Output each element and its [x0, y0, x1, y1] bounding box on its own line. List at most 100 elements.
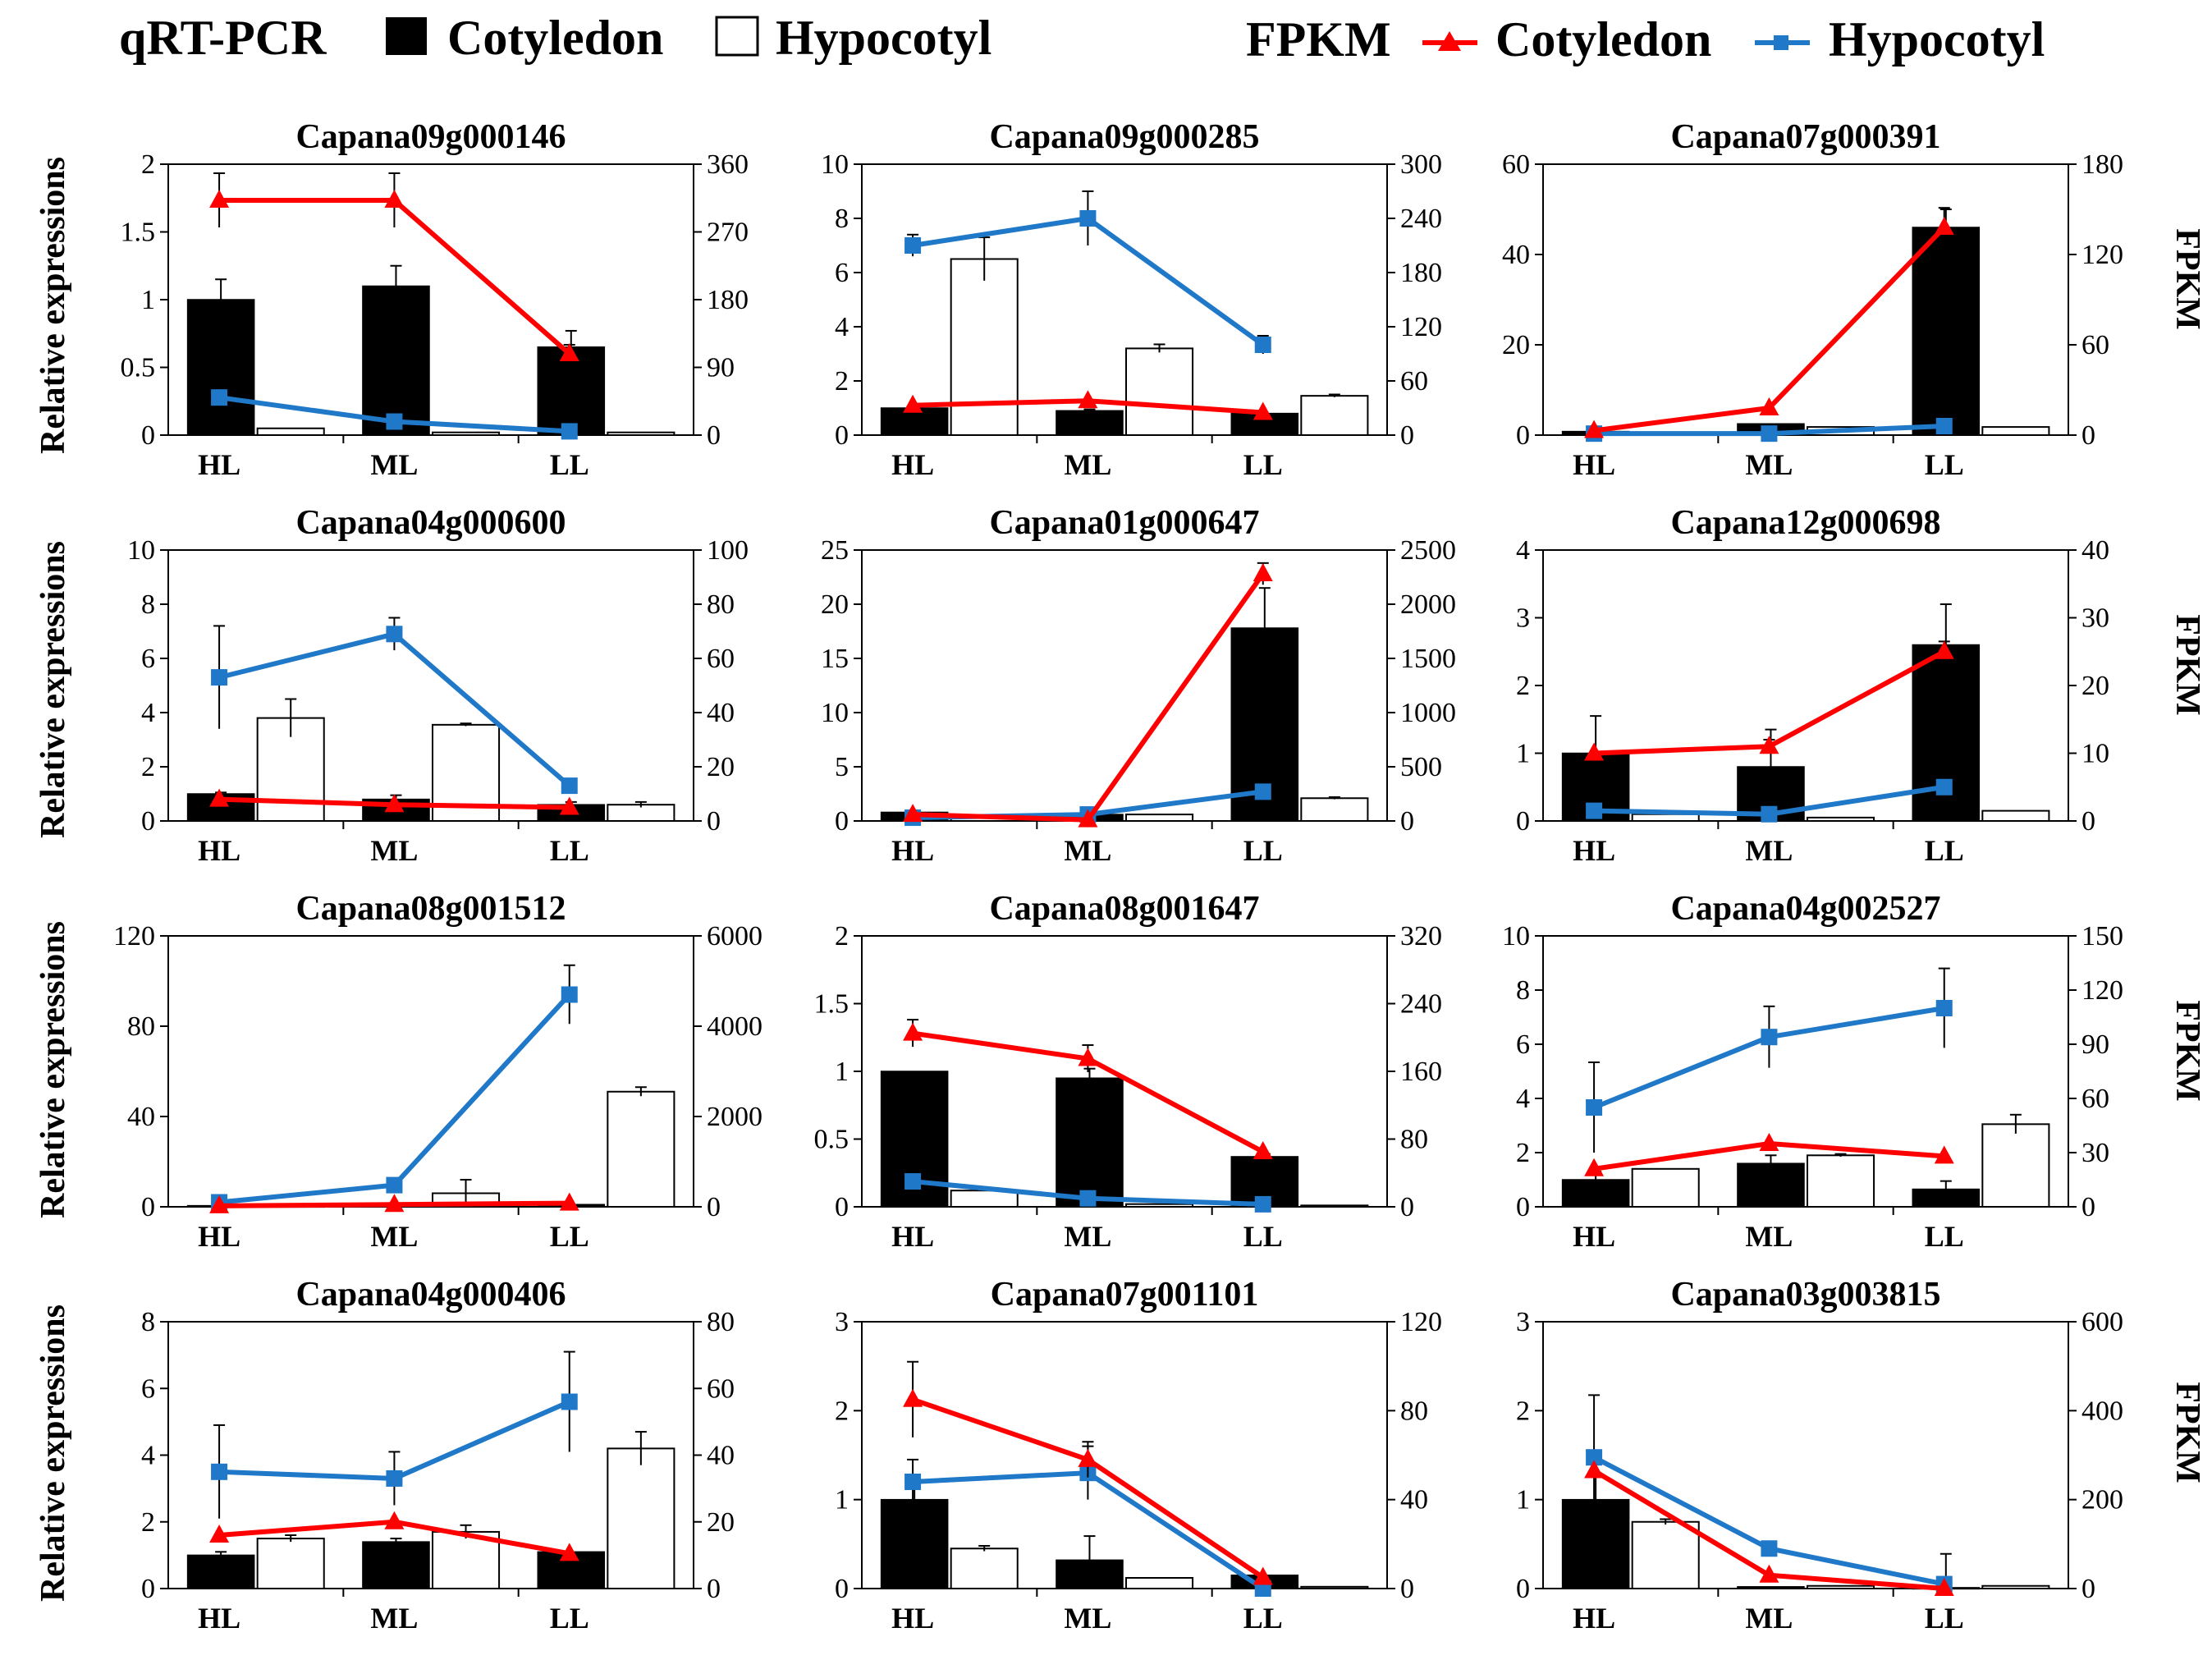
- point-fpkm-hypocotyl-ll: [561, 1393, 578, 1410]
- y-tick-label-right: 30: [2081, 1138, 2109, 1168]
- y-tick-label-left: 8: [141, 589, 155, 620]
- bar-qrt-hypocotyl-hl: [1631, 1167, 1700, 1208]
- point-fpkm-cotyledon-hl: [209, 1525, 230, 1543]
- y-tick-label-left: 2: [141, 752, 155, 782]
- x-tick-label-hl: HL: [198, 834, 240, 867]
- plot-frame: [1542, 1321, 2069, 1589]
- y-tick-label-right: 90: [2081, 1029, 2109, 1060]
- point-fpkm-cotyledon-hl: [209, 190, 230, 208]
- bar-qrt-hypocotyl-hl: [256, 427, 325, 436]
- bar-qrt-hypocotyl-ll: [607, 1090, 676, 1208]
- bar-qrt-hypocotyl-ll: [1981, 1123, 2050, 1208]
- x-tick-label-ml: ML: [1064, 1220, 1111, 1253]
- point-fpkm-cotyledon-hl: [1584, 1158, 1605, 1176]
- y-tick-label-right: 20: [707, 752, 735, 782]
- y-tick-label-right: 2000: [1400, 589, 1456, 620]
- point-fpkm-cotyledon-ml: [384, 1194, 405, 1213]
- x-tick-label-hl: HL: [1573, 448, 1615, 481]
- x-tick-label-hl: HL: [891, 448, 934, 481]
- y-tick-label-left: 6: [1516, 1029, 1530, 1060]
- y-tick-label-right: 400: [2081, 1396, 2123, 1426]
- y-tick-label-right: 80: [707, 589, 735, 620]
- y-tick-label-right: 10: [2081, 739, 2109, 769]
- chart-title: Capana08g001512: [295, 890, 566, 928]
- bar-qrt-hypocotyl-ml: [1125, 814, 1194, 823]
- bar-qrt-cotyledon-ml: [362, 1541, 430, 1589]
- x-tick-label-ml: ML: [1064, 1602, 1111, 1635]
- bar-qrt-hypocotyl-ll: [1300, 797, 1369, 823]
- y-tick-label-left: 15: [821, 644, 849, 674]
- y-tick-label-left: 0: [835, 806, 849, 837]
- y-tick-label-left: 1: [835, 1057, 849, 1087]
- legend-fpkm-hypocotyl-label: Hypocotyl: [1829, 12, 2045, 66]
- plot-frame: [167, 935, 694, 1208]
- x-tick-label-ml: ML: [370, 834, 418, 867]
- y-tick-label-right: 0: [1400, 1192, 1414, 1222]
- y-axis-label-left-row4: Relative expressions: [34, 1304, 72, 1602]
- plot-frame: [1542, 163, 2069, 436]
- point-fpkm-cotyledon-hl: [903, 1022, 923, 1041]
- y-tick-label-right: 1000: [1400, 698, 1456, 728]
- bar-qrt-hypocotyl-ml: [1807, 816, 1875, 822]
- y-tick-label-right: 150: [2081, 921, 2123, 951]
- y-tick-label-left: 1: [141, 285, 155, 315]
- y-tick-label-left: 6: [835, 258, 849, 288]
- legend: qRT-PCR Cotyledon Hypocotyl FPKM Cotyled…: [119, 11, 2045, 66]
- point-fpkm-cotyledon-ll: [1934, 1578, 1954, 1596]
- plot-frame: [861, 163, 1388, 436]
- point-fpkm-cotyledon-hl: [209, 1194, 230, 1213]
- y-tick-label-right: 60: [1400, 366, 1428, 397]
- point-fpkm-cotyledon-hl: [209, 788, 230, 807]
- point-fpkm-cotyledon-ml: [1078, 390, 1098, 409]
- y-tick-label-right: 2000: [707, 1102, 763, 1132]
- point-fpkm-hypocotyl-hl: [904, 1173, 922, 1190]
- point-fpkm-hypocotyl-hl: [211, 669, 228, 686]
- y-tick-label-left: 3: [835, 1307, 849, 1337]
- y-tick-label-left: 4: [1516, 1084, 1530, 1114]
- point-fpkm-cotyledon-ll: [559, 1192, 579, 1211]
- bar-qrt-hypocotyl-ll: [1300, 395, 1369, 436]
- bar-qrt-hypocotyl-hl: [1631, 813, 1700, 822]
- y-tick-label-right: 40: [2081, 535, 2109, 566]
- y-tick-label-left: 6: [141, 1373, 155, 1404]
- y-tick-label-right: 160: [1400, 1057, 1442, 1087]
- point-fpkm-cotyledon-hl: [903, 394, 923, 413]
- x-tick-label-ml: ML: [1064, 834, 1111, 867]
- y-tick-label-left: 1: [1516, 739, 1530, 769]
- point-fpkm-cotyledon-ml: [384, 794, 405, 813]
- chart-panel-capana07g000391: Capana07g000391 0 20 40 60 0 60 120 180 HL ML LL: [1502, 118, 2123, 481]
- point-fpkm-hypocotyl-ml: [386, 1470, 403, 1487]
- legend-qrt-cotyledon-swatch: [386, 17, 427, 55]
- x-tick-label-hl: HL: [1573, 834, 1615, 867]
- point-fpkm-hypocotyl-ml: [386, 626, 403, 643]
- point-fpkm-cotyledon-ll: [1934, 640, 1954, 659]
- y-tick-label-right: 0: [707, 1574, 721, 1604]
- point-fpkm-cotyledon-hl: [1584, 420, 1605, 438]
- x-tick-label-ll: LL: [1925, 834, 1964, 867]
- x-tick-label-ml: ML: [1064, 448, 1111, 481]
- point-fpkm-hypocotyl-ml: [1079, 210, 1097, 227]
- y-tick-label-left: 2: [835, 366, 849, 397]
- y-tick-label-left: 0: [1516, 420, 1530, 451]
- x-tick-label-ml: ML: [1745, 1602, 1793, 1635]
- y-tick-label-right: 120: [2081, 975, 2123, 1006]
- bar-qrt-hypocotyl-ll: [607, 431, 676, 437]
- y-axis-label-right-row1: FPKM: [2168, 228, 2206, 330]
- point-fpkm-hypocotyl-ll: [561, 777, 578, 795]
- point-fpkm-cotyledon-ll: [1253, 1566, 1273, 1585]
- x-tick-label-hl: HL: [1573, 1220, 1615, 1253]
- y-tick-label-left: 8: [835, 204, 849, 234]
- x-tick-label-hl: HL: [198, 448, 240, 481]
- point-fpkm-hypocotyl-hl: [904, 237, 922, 254]
- x-tick-label-hl: HL: [198, 1220, 240, 1253]
- y-tick-label-right: 0: [2081, 1192, 2095, 1222]
- point-fpkm-cotyledon-ll: [1253, 401, 1273, 420]
- point-fpkm-cotyledon-hl: [1584, 742, 1605, 761]
- x-tick-label-ml: ML: [370, 1220, 418, 1253]
- legend-fpkm-cotyledon-label: Cotyledon: [1495, 12, 1711, 66]
- y-tick-label-left: 1.5: [814, 989, 850, 1020]
- point-fpkm-hypocotyl-ml: [1079, 1190, 1097, 1207]
- y-tick-label-left: 0.5: [121, 353, 156, 383]
- point-fpkm-hypocotyl-ml: [386, 413, 403, 430]
- chart-title: Capana04g000600: [295, 504, 566, 542]
